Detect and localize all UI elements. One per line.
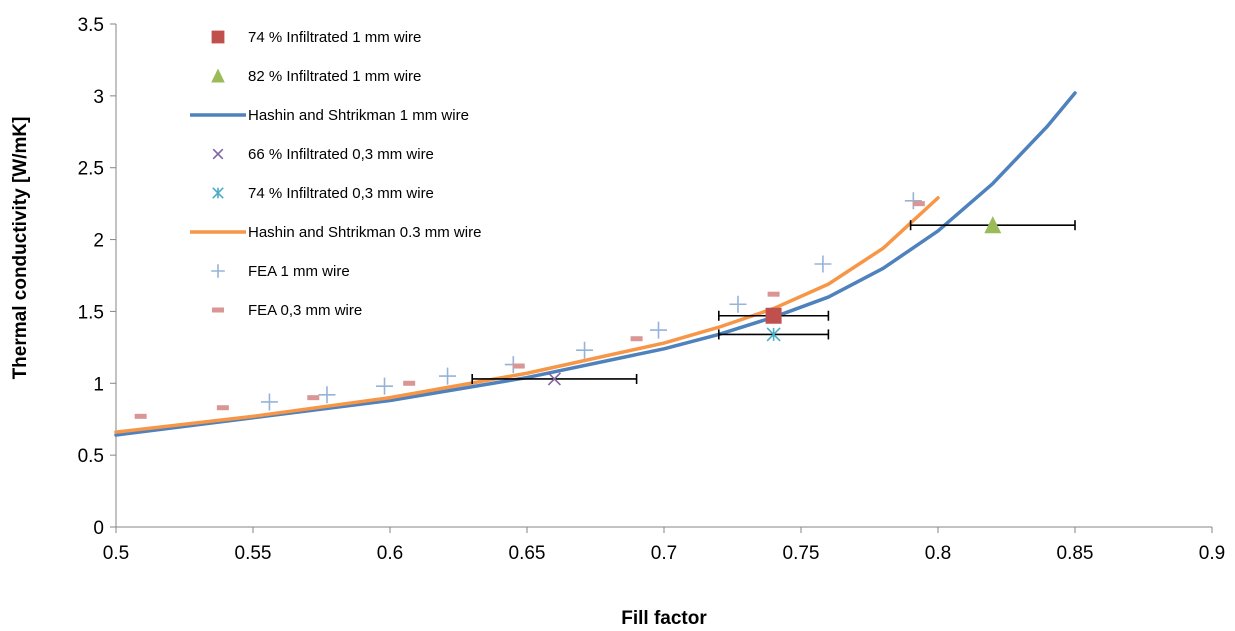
- legend-label: 82 % Infiltrated 1 mm wire: [248, 68, 421, 85]
- y-tick-label: 1: [93, 374, 104, 395]
- legend-label: 74 % Infiltrated 0,3 mm wire: [248, 185, 434, 202]
- legend: 74 % Infiltrated 1 mm wire 82 % Infiltrat…: [190, 29, 481, 319]
- series-line-5: [114, 196, 940, 434]
- y-tick-label: 2: [93, 231, 104, 252]
- legend-label: Hashin and Shtrikman 1 mm wire: [248, 107, 469, 124]
- legend-label: FEA 0,3 mm wire: [248, 302, 362, 319]
- data-point-series-0: [765, 307, 782, 324]
- legend-swatch-marker: [211, 264, 225, 278]
- data-point-series-6: [814, 255, 832, 273]
- plot-area: [114, 91, 1077, 437]
- x-tick-label: 0.7: [651, 543, 677, 564]
- x-tick-label: 0.65: [509, 543, 546, 564]
- x-tick-label: 0.6: [377, 543, 403, 564]
- legend-swatch-marker: [211, 68, 225, 83]
- data-point-series-6: [576, 341, 594, 359]
- data-point-series-7: [512, 363, 525, 369]
- y-axis-title: Thermal conductivity [W/mK]: [10, 117, 31, 380]
- legend-swatch-marker: [211, 30, 225, 44]
- data-point-series-7: [630, 336, 643, 342]
- x-tick-label: 0.9: [1199, 543, 1225, 564]
- data-point-series-6: [650, 321, 668, 339]
- y-tick-label: 0.5: [78, 446, 104, 467]
- legend-swatch-marker: [212, 148, 224, 160]
- legend-entry: 82 % Infiltrated 1 mm wire: [211, 68, 421, 85]
- legend-entry: Hashin and Shtrikman 1 mm wire: [190, 107, 469, 124]
- legend-entry: Hashin and Shtrikman 0.3 mm wire: [190, 224, 481, 241]
- x-tick-label: 0.5: [103, 543, 129, 564]
- legend-entry: FEA 1 mm wire: [211, 263, 350, 280]
- data-point-series-6: [376, 377, 394, 395]
- data-point-series-7: [912, 201, 925, 207]
- data-point-series-6: [904, 192, 922, 210]
- data-point-series-7: [767, 291, 780, 297]
- y-tick-label: 3: [93, 87, 104, 108]
- y-tick-label: 2.5: [78, 159, 104, 180]
- x-tick-label: 0.8: [925, 543, 951, 564]
- legend-entry: 74 % Infiltrated 0,3 mm wire: [212, 185, 434, 202]
- legend-swatch-marker: [212, 307, 224, 313]
- legend-entry: FEA 0,3 mm wire: [212, 302, 362, 319]
- data-point-series-7: [307, 395, 320, 401]
- legend-entry: 66 % Infiltrated 0,3 mm wire: [212, 146, 434, 163]
- legend-label: 66 % Infiltrated 0,3 mm wire: [248, 146, 434, 163]
- x-tick-label: 0.55: [235, 543, 272, 564]
- data-point-series-7: [403, 380, 416, 386]
- data-point-series-6: [439, 367, 457, 385]
- axes: 0.5 0.55 0.6 0.65 0.7 0.75 0.8 0.85 0.9 0 0.5 1 1.5 2…: [78, 15, 1226, 564]
- x-tick-label: 0.85: [1057, 543, 1094, 564]
- data-point-series-3: [547, 372, 561, 386]
- x-axis-title: Fill factor: [621, 608, 707, 629]
- data-point-series-6: [729, 295, 747, 313]
- legend-label: Hashin and Shtrikman 0.3 mm wire: [248, 224, 481, 241]
- x-tick-label: 0.75: [783, 543, 820, 564]
- legend-entry: 74 % Infiltrated 1 mm wire: [211, 29, 421, 46]
- legend-swatch-marker: [212, 187, 224, 199]
- y-tick-label: 1.5: [78, 302, 104, 323]
- data-point-series-4: [766, 327, 781, 342]
- legend-label: 74 % Infiltrated 1 mm wire: [248, 29, 421, 46]
- data-point-series-7: [134, 413, 147, 419]
- legend-label: FEA 1 mm wire: [248, 263, 350, 280]
- data-point-series-6: [318, 386, 336, 404]
- data-point-series-6: [260, 393, 278, 411]
- data-point-series-7: [216, 405, 229, 411]
- data-point-series-1: [984, 216, 1002, 234]
- y-tick-label: 0: [93, 518, 104, 539]
- y-tick-label: 3.5: [78, 15, 104, 36]
